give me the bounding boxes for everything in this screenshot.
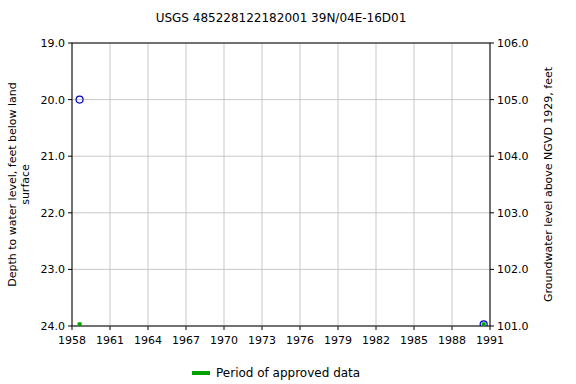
x-tick bbox=[490, 326, 491, 330]
y2-tick-label: 102.0 bbox=[497, 263, 529, 276]
y-axis-label-line: Depth to water level, feet below land bbox=[6, 82, 19, 287]
y-grid bbox=[72, 99, 490, 100]
y-tick-label: 23.0 bbox=[41, 263, 66, 276]
x-tick bbox=[110, 326, 111, 330]
x-tick-label: 1958 bbox=[58, 334, 86, 347]
y2-tick-label: 101.0 bbox=[497, 320, 529, 333]
y-tick bbox=[68, 156, 72, 157]
y2-tick-label: 106.0 bbox=[497, 37, 529, 50]
y-tick bbox=[68, 269, 72, 270]
x-grid bbox=[376, 43, 377, 326]
y-grid bbox=[72, 212, 490, 213]
y-tick bbox=[68, 43, 72, 44]
plot-frame bbox=[72, 43, 490, 326]
y-tick bbox=[68, 326, 72, 327]
y-tick-label: 21.0 bbox=[41, 150, 66, 163]
y2-tick-label: 103.0 bbox=[497, 207, 529, 220]
x-grid bbox=[148, 43, 149, 326]
title: USGS 485228122182001 39N/04E-16D01 bbox=[156, 11, 407, 25]
point bbox=[480, 321, 487, 326]
x-tick-label: 1961 bbox=[96, 334, 124, 347]
x-tick bbox=[338, 326, 339, 330]
background bbox=[0, 0, 576, 384]
y-tick bbox=[68, 212, 72, 213]
legend-swatch bbox=[192, 371, 210, 375]
approved-marker bbox=[482, 322, 486, 326]
y-tick-label: 19.0 bbox=[41, 37, 66, 50]
x-tick bbox=[414, 326, 415, 330]
marks bbox=[76, 96, 487, 326]
y-tick-label: 24.0 bbox=[41, 320, 66, 333]
y2-tick bbox=[490, 99, 494, 100]
x-tick-label: 1988 bbox=[438, 334, 466, 347]
x-tick bbox=[224, 326, 225, 330]
x-tick bbox=[262, 326, 263, 330]
x-tick-label: 1991 bbox=[476, 334, 504, 347]
x-tick-label: 1982 bbox=[362, 334, 390, 347]
y2-tick bbox=[490, 43, 494, 44]
x-tick bbox=[186, 326, 187, 330]
y2-axis-label: Groundwater level above NGVD 1929, feet bbox=[542, 66, 555, 302]
y-tick-label: 22.0 bbox=[41, 207, 66, 220]
y-grid bbox=[72, 156, 490, 157]
x-grid bbox=[262, 43, 263, 326]
legend-label: Period of approved data bbox=[216, 366, 360, 380]
y-tick-label: 20.0 bbox=[41, 94, 66, 107]
x-tick bbox=[148, 326, 149, 330]
x-grid bbox=[338, 43, 339, 326]
x-tick bbox=[72, 326, 73, 330]
x-grid bbox=[186, 43, 187, 326]
y-axis-label: Depth to water level, feet below landsur… bbox=[6, 82, 32, 287]
approved-marker bbox=[78, 322, 82, 326]
x-grid bbox=[300, 43, 301, 326]
x-tick-label: 1976 bbox=[286, 334, 314, 347]
y-tick bbox=[68, 99, 72, 100]
x-grid bbox=[452, 43, 453, 326]
point bbox=[76, 96, 83, 103]
y2-tick-label: 104.0 bbox=[497, 150, 529, 163]
x-tick-label: 1985 bbox=[400, 334, 428, 347]
x-grid bbox=[414, 43, 415, 326]
x-tick bbox=[452, 326, 453, 330]
x-tick-label: 1979 bbox=[324, 334, 352, 347]
x-tick bbox=[376, 326, 377, 330]
y2-tick-label: 105.0 bbox=[497, 94, 529, 107]
y2-tick bbox=[490, 156, 494, 157]
y-grid bbox=[72, 269, 490, 270]
y2-tick bbox=[490, 269, 494, 270]
x-grid bbox=[224, 43, 225, 326]
x-grid bbox=[110, 43, 111, 326]
x-tick-label: 1967 bbox=[172, 334, 200, 347]
chart: USGS 485228122182001 39N/04E-16D01 1958 19… bbox=[0, 0, 576, 384]
x-tick bbox=[300, 326, 301, 330]
y2-tick bbox=[490, 326, 494, 327]
y2-tick bbox=[490, 212, 494, 213]
x-tick-label: 1973 bbox=[248, 334, 276, 347]
x-tick-label: 1970 bbox=[210, 334, 238, 347]
x-tick-label: 1964 bbox=[134, 334, 162, 347]
y-axis-label-line: surface bbox=[19, 164, 32, 205]
